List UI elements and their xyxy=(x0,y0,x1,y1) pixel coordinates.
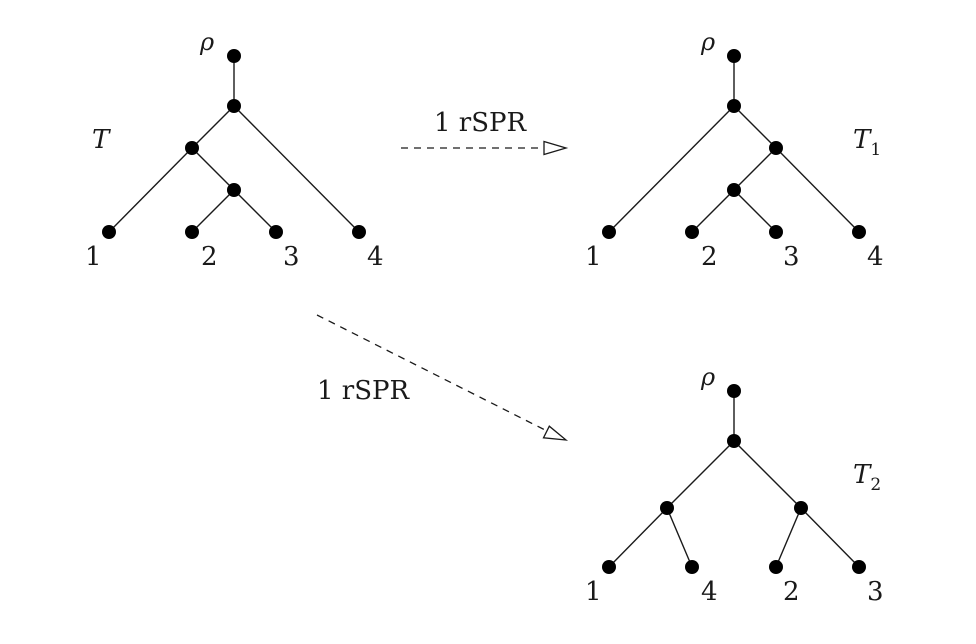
root-label: ρ xyxy=(700,363,715,391)
leaf-label: 2 xyxy=(701,242,718,272)
internal-node xyxy=(769,141,783,155)
edge xyxy=(775,507,802,568)
edge xyxy=(108,147,193,233)
edge xyxy=(691,189,735,233)
tree-name: T1 xyxy=(853,125,881,160)
leaf-label: 2 xyxy=(783,577,800,607)
leaf-node xyxy=(852,225,866,239)
edge xyxy=(191,189,235,233)
leaf-label: 3 xyxy=(783,242,800,272)
leaf-node xyxy=(769,225,783,239)
dashed-arrow-line xyxy=(316,314,548,432)
internal-node xyxy=(185,141,199,155)
root-node xyxy=(227,49,241,63)
leaf-node xyxy=(602,225,616,239)
leaf-label: 4 xyxy=(367,242,384,272)
edge xyxy=(666,507,693,568)
arrow-label: 1 rSPR xyxy=(317,376,411,406)
internal-node xyxy=(660,501,674,515)
tree-t2: ρ T2 1 4 2 3 xyxy=(585,363,884,607)
tree-name-subscript: 2 xyxy=(870,475,881,495)
edge xyxy=(666,440,735,509)
edge xyxy=(191,105,235,149)
root-node xyxy=(727,49,741,63)
leaf-node xyxy=(685,225,699,239)
tree-t1: ρ T1 1 2 3 4 xyxy=(585,28,884,272)
edge xyxy=(608,507,668,568)
leaf-label: 1 xyxy=(585,242,602,272)
internal-node xyxy=(727,434,741,448)
leaf-label: 1 xyxy=(85,242,102,272)
leaf-node xyxy=(102,225,116,239)
leaf-node xyxy=(602,560,616,574)
arrow-label: 1 rSPR xyxy=(434,108,528,138)
arrow-head-icon xyxy=(542,425,569,441)
internal-node xyxy=(227,183,241,197)
arrow-t-to-t1: 1 rSPR xyxy=(401,108,569,156)
leaf-label: 1 xyxy=(585,577,602,607)
leaf-node xyxy=(685,560,699,574)
tree-name-subscript: 1 xyxy=(870,140,881,160)
tree-t: ρ T 1 2 3 4 xyxy=(85,28,384,272)
edge xyxy=(233,105,360,233)
edge xyxy=(733,105,777,149)
root-label: ρ xyxy=(700,28,715,56)
leaf-node xyxy=(352,225,366,239)
leaf-node xyxy=(269,225,283,239)
edge xyxy=(775,147,860,233)
leaf-node xyxy=(769,560,783,574)
leaf-label: 2 xyxy=(201,242,218,272)
internal-node xyxy=(727,183,741,197)
internal-node xyxy=(794,501,808,515)
tree-name-main: T xyxy=(853,125,872,155)
edge xyxy=(233,189,277,233)
leaf-label: 3 xyxy=(283,242,300,272)
edge xyxy=(733,189,777,233)
edge xyxy=(733,440,802,509)
arrow-head-icon xyxy=(543,140,569,156)
tree-name: T xyxy=(92,125,111,155)
edge xyxy=(733,147,777,191)
leaf-node xyxy=(852,560,866,574)
root-label: ρ xyxy=(199,28,214,56)
leaf-label: 3 xyxy=(867,577,884,607)
edge xyxy=(800,507,860,568)
edge xyxy=(608,105,735,233)
tree-name: T2 xyxy=(853,460,881,495)
leaf-label: 4 xyxy=(867,242,884,272)
root-node xyxy=(727,384,741,398)
arrow-t-to-t2: 1 rSPR xyxy=(316,314,569,441)
tree-name-main: T xyxy=(92,125,111,155)
leaf-node xyxy=(185,225,199,239)
edge xyxy=(191,147,235,191)
internal-node xyxy=(227,99,241,113)
tree-name-main: T xyxy=(853,460,872,490)
internal-node xyxy=(727,99,741,113)
leaf-label: 4 xyxy=(701,577,718,607)
